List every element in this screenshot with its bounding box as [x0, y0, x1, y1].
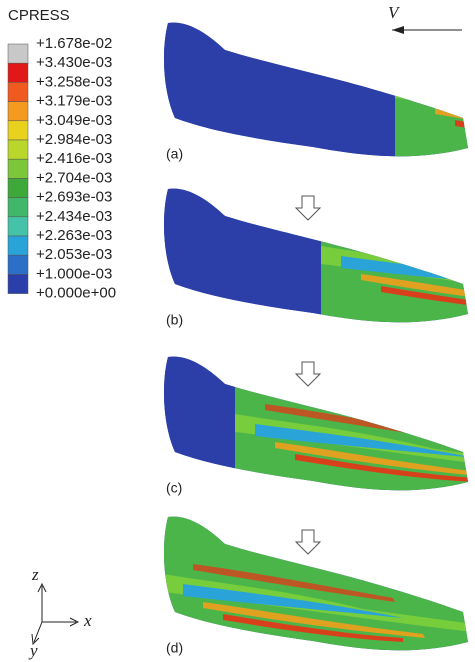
legend-label: +2.693e-03	[36, 189, 112, 206]
legend-label: +2.984e-03	[36, 131, 112, 148]
legend-label: +2.263e-03	[36, 227, 112, 244]
step-arrow	[296, 362, 320, 386]
legend-title: CPRESS	[8, 7, 70, 24]
legend-label: +3.049e-03	[36, 112, 112, 129]
contact-pressure	[321, 186, 475, 336]
legend-label: +2.416e-03	[36, 150, 112, 167]
axis-triad	[32, 584, 78, 644]
panels: (a) (b) (c) (d)	[153, 10, 475, 662]
legend-swatch	[8, 159, 28, 178]
step-arrow	[296, 196, 320, 220]
legend-swatch	[8, 121, 28, 140]
legend-swatch	[8, 274, 28, 293]
legend-swatch	[8, 82, 28, 101]
panel-label: (b)	[166, 312, 183, 328]
step-arrow	[296, 530, 320, 554]
legend-label: +1.000e-03	[36, 265, 112, 282]
legend-label: +2.053e-03	[36, 246, 112, 263]
velocity-arrowhead	[392, 26, 404, 34]
arm-panel	[153, 10, 475, 180]
legend-swatch	[8, 44, 28, 63]
legend-swatch	[8, 217, 28, 236]
legend-label: +1.678e-02	[36, 35, 112, 52]
panel-label: (c)	[166, 480, 182, 496]
arm-panel	[153, 504, 475, 662]
arm-uncontacted	[153, 10, 395, 180]
contact-region	[153, 10, 475, 180]
legend-swatch	[8, 140, 28, 159]
contact-region	[153, 504, 475, 662]
legend-swatch	[8, 198, 28, 217]
legend-label: +3.258e-03	[36, 73, 112, 90]
legend-label: +3.179e-03	[36, 93, 112, 110]
contact-pressure	[235, 354, 475, 504]
legend-swatch	[8, 236, 28, 255]
velocity-label: V	[388, 3, 401, 22]
contact-pressure	[395, 20, 475, 170]
axis-z: z	[31, 565, 39, 584]
legend-swatch	[8, 178, 28, 197]
panel-label: (d)	[166, 640, 183, 656]
legend-label: +2.704e-03	[36, 169, 112, 186]
figure: CPRESS +1.678e-02 +3.430e-03 +3.258e-03 +3.…	[0, 0, 475, 662]
legend: +1.678e-02 +3.430e-03 +3.258e-03 +3.179e-03…	[8, 35, 116, 302]
contact-pressure	[163, 514, 475, 662]
legend-swatch	[8, 63, 28, 82]
legend-label: +0.000e+00	[36, 285, 116, 302]
legend-swatch	[8, 255, 28, 274]
panel-label: (a)	[166, 146, 183, 162]
legend-label: +2.434e-03	[36, 208, 112, 225]
arm-uncontacted	[153, 504, 163, 662]
axis-x: x	[83, 611, 92, 630]
axis-y: y	[28, 641, 38, 660]
legend-swatch	[8, 102, 28, 121]
legend-label: +3.430e-03	[36, 54, 112, 71]
